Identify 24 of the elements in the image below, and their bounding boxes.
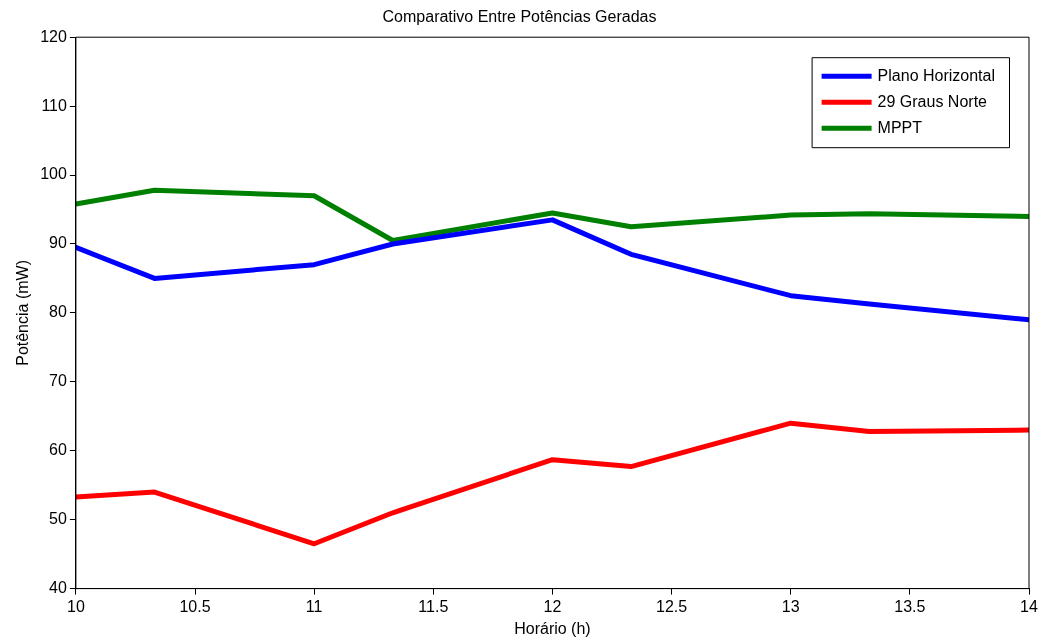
y-tick-label: 70 [49,372,67,390]
x-tick-label: 11.5 [418,597,449,615]
y-tick-label: 50 [49,510,67,528]
legend-label: Plano Horizontal [877,66,996,84]
y-tick-label: 120 [40,27,67,45]
y-tick-label: 100 [40,165,67,183]
legend-label: 29 Graus Norte [877,92,988,110]
chart-title: Comparativo Entre Potências Geradas [382,8,657,26]
x-tick-label: 12.5 [656,597,688,615]
x-axis-title: Horário (h) [514,619,591,637]
y-axis-title: Potência (mW) [14,260,32,366]
y-tick-label: 90 [49,234,67,252]
x-tick-label: 13.5 [894,597,926,615]
y-tick-label: 40 [49,579,67,597]
x-tick-label: 12 [543,597,562,615]
x-tick-label: 10 [67,597,85,615]
y-tick-label: 110 [41,96,67,114]
y-tick-label: 60 [49,441,67,459]
y-tick-label: 80 [49,303,67,321]
x-tick-label: 10.5 [179,597,211,615]
x-tick-label: 14 [1020,597,1038,615]
x-tick-label: 13 [781,597,800,615]
legend-label: MPPT [877,118,923,136]
x-tick-label: 11 [305,597,323,615]
